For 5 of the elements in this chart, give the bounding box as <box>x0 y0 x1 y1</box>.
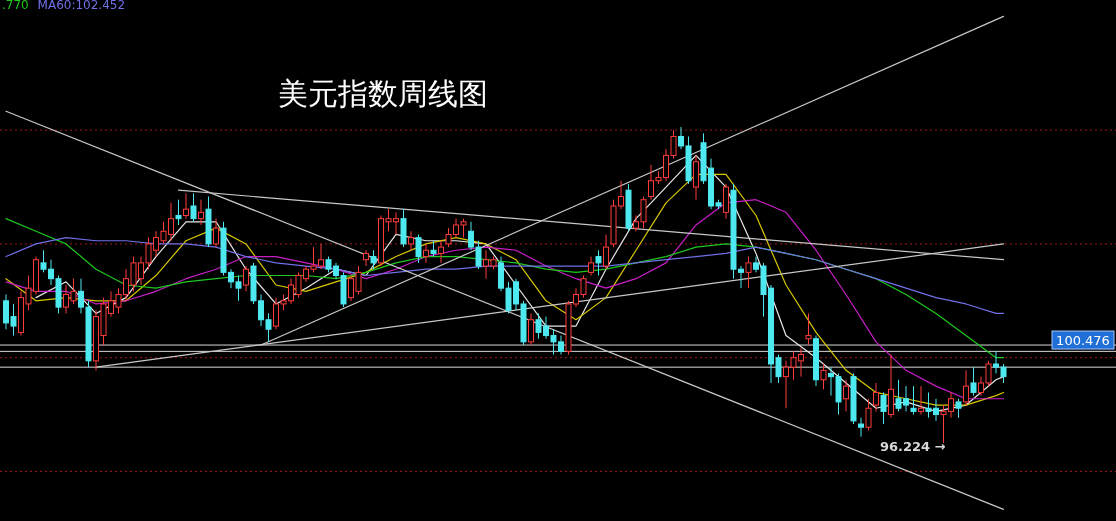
text: MA60:102.452 <box>37 0 126 12</box>
text: .770 <box>2 0 29 12</box>
annotation: 96.224 → <box>879 439 946 454</box>
chart-title: 美元指数周线图 <box>278 76 488 111</box>
text: 100.476 <box>1056 332 1110 348</box>
